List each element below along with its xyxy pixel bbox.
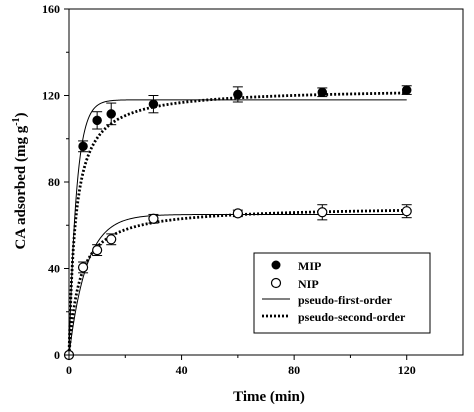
legend-nip-marker xyxy=(270,277,282,289)
legend-box xyxy=(253,252,431,334)
nip-point-7 xyxy=(401,206,412,217)
y-tick-label: 160 xyxy=(42,2,60,16)
y-axis-title-close: ) xyxy=(13,112,29,117)
second-order-fit-curve-0 xyxy=(67,91,407,356)
legend-second-order-label: pseudo-second-order xyxy=(298,310,406,324)
y-tick-label: 0 xyxy=(54,348,60,362)
mip-point-4 xyxy=(148,99,159,109)
x-axis-title: Time (min) xyxy=(233,389,305,405)
legend-mip-marker xyxy=(271,260,281,270)
nip-point-3 xyxy=(106,234,117,245)
mip-point-2 xyxy=(92,115,102,126)
y-axis-title-sup: -1 xyxy=(11,117,22,125)
mip-point-7 xyxy=(401,85,412,95)
y-tick-label: 80 xyxy=(48,175,60,189)
y-axis-title: CA adsorbed (mg g-1) xyxy=(11,112,29,249)
legend-nip-label: NIP xyxy=(298,277,319,291)
data-points xyxy=(63,85,412,361)
mip-point-1 xyxy=(78,141,88,152)
x-tick-label: 0 xyxy=(66,363,72,377)
legend-first-order-label: pseudo-first-order xyxy=(298,293,393,307)
legend: MIP NIP pseudo-first-order pseudo-second… xyxy=(253,252,431,334)
x-tick-label: 120 xyxy=(398,363,416,377)
nip-point-1 xyxy=(77,262,89,273)
nip-point-2 xyxy=(92,245,103,256)
mip-point-3 xyxy=(106,109,116,119)
y-tick-label: 120 xyxy=(42,89,60,103)
nip-point-4 xyxy=(148,213,159,224)
y-axis-title-main: CA adsorbed (mg g xyxy=(13,125,29,249)
mip-point-6 xyxy=(317,87,328,98)
y-tick-label: 40 xyxy=(48,262,60,276)
axes: 0 40 80 120 0 40 80 120 160 xyxy=(42,2,464,377)
legend-mip-label: MIP xyxy=(298,259,321,273)
nip-point-5 xyxy=(232,208,243,219)
nip-point-6 xyxy=(317,207,328,218)
x-tick-label: 80 xyxy=(288,363,300,377)
mip-point-5 xyxy=(233,89,243,100)
x-tick-label: 40 xyxy=(176,363,188,377)
